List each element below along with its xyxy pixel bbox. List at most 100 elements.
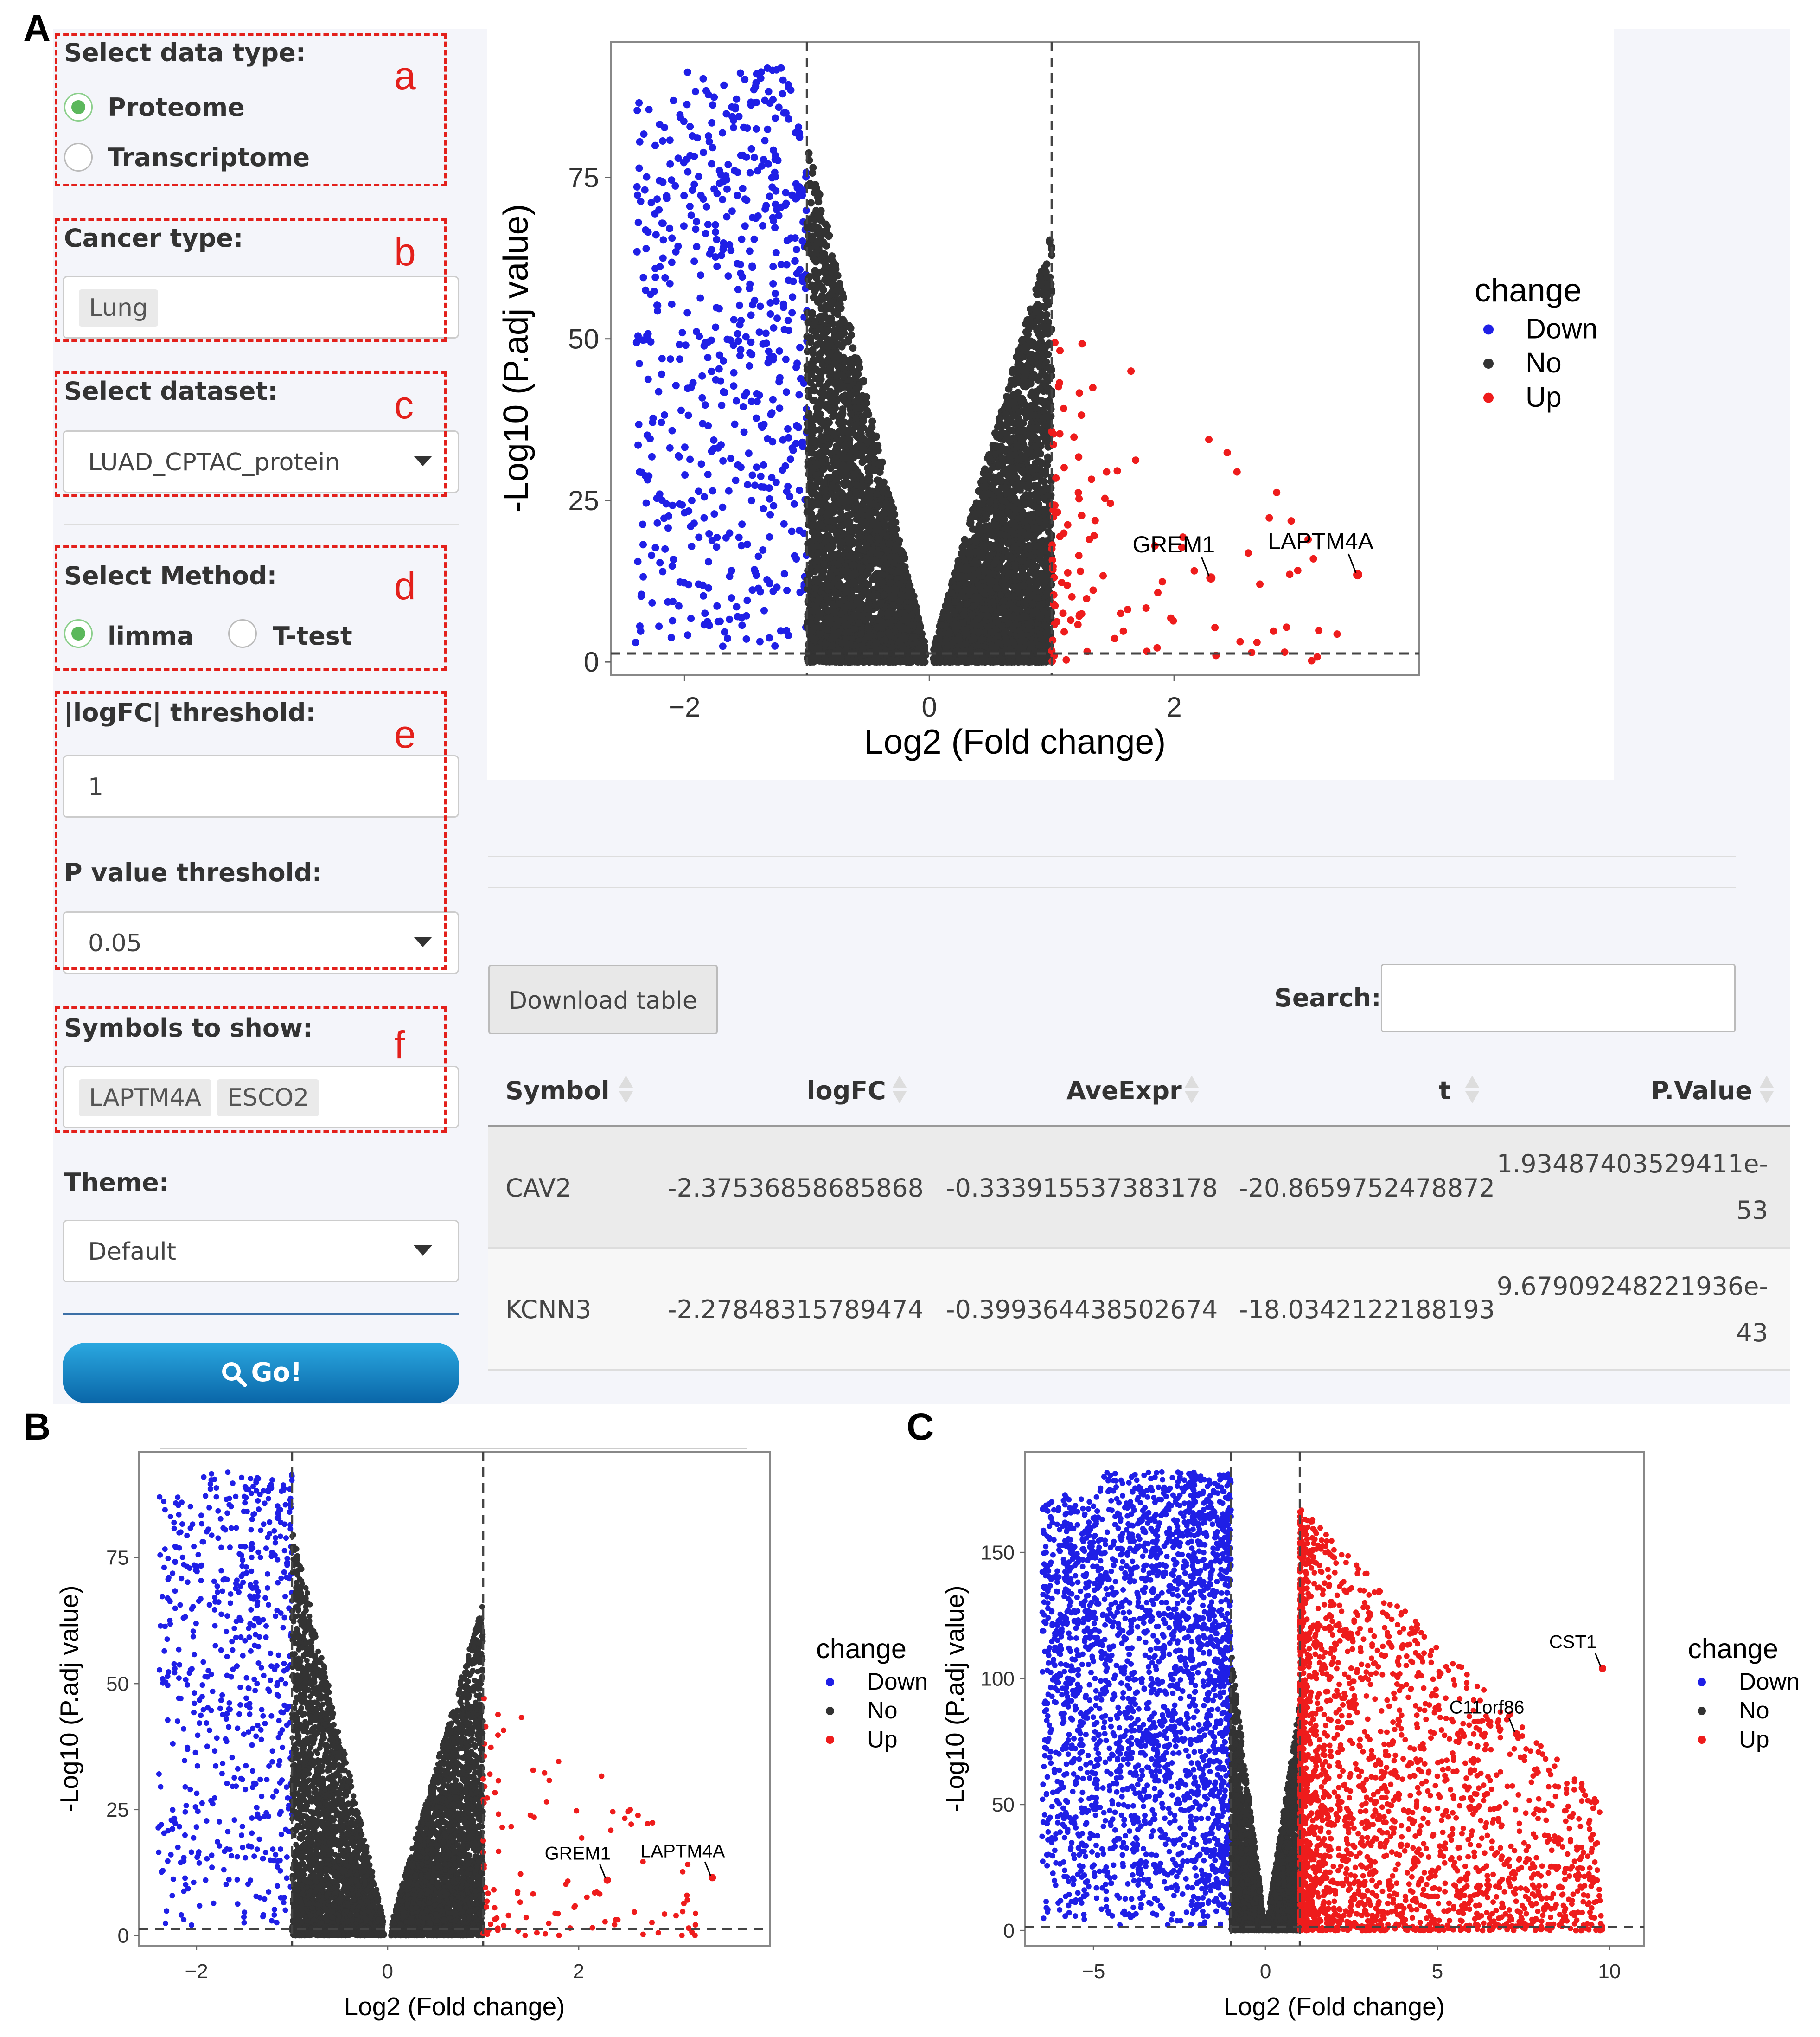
- data-point: [788, 191, 796, 199]
- data-point: [659, 137, 667, 145]
- data-point: [776, 404, 784, 412]
- data-point: [780, 520, 788, 528]
- data-point: [793, 184, 801, 192]
- marker-d: d: [394, 564, 416, 609]
- pvalue-threshold-label: P value threshold:: [64, 858, 322, 887]
- data-point: [747, 311, 755, 319]
- data-point: [684, 168, 692, 176]
- data-point: [782, 189, 790, 197]
- data-point: [676, 578, 684, 586]
- data-point: [713, 263, 721, 270]
- data-point: [695, 533, 703, 541]
- data-point: [664, 524, 672, 532]
- marker-f: f: [394, 1023, 405, 1068]
- data-point: [849, 344, 857, 352]
- data-point: [807, 199, 815, 207]
- data-point: [723, 185, 731, 193]
- data-point: [728, 567, 735, 575]
- data-point: [698, 394, 706, 402]
- data-point: [783, 487, 791, 495]
- data-point: [651, 544, 659, 551]
- data-point: [792, 246, 800, 253]
- go-button[interactable]: Go!: [63, 1343, 459, 1403]
- data-point: [666, 280, 674, 288]
- data-point: [636, 138, 644, 146]
- data-point: [772, 249, 780, 256]
- data-point: [656, 490, 664, 498]
- data-point: [838, 331, 846, 339]
- radio-transcriptome[interactable]: [64, 143, 93, 172]
- data-point: [788, 527, 796, 535]
- data-point: [708, 336, 715, 344]
- logfc-threshold-label: |logFC| threshold:: [64, 698, 316, 727]
- data-point: [775, 378, 783, 386]
- data-point: [819, 330, 827, 338]
- theme-select[interactable]: Default: [63, 1220, 459, 1282]
- data-point: [798, 438, 806, 446]
- data-point: [633, 183, 641, 191]
- data-point: [760, 607, 768, 615]
- data-point: [766, 299, 774, 307]
- data-point: [672, 382, 680, 390]
- symbols-select[interactable]: LAPTM4A ESCO2: [63, 1066, 459, 1128]
- data-point: [795, 391, 803, 399]
- data-point: [639, 520, 646, 528]
- data-point: [810, 514, 817, 522]
- data-point: [825, 232, 833, 240]
- data-point: [699, 75, 707, 83]
- data-point: [690, 257, 698, 265]
- data-point: [644, 228, 652, 236]
- data-point: [734, 461, 742, 469]
- data-point: [688, 497, 696, 505]
- data-point: [795, 423, 803, 431]
- data-point: [719, 129, 727, 137]
- data-point: [647, 338, 655, 346]
- data-point: [700, 621, 708, 629]
- data-point: [737, 269, 745, 277]
- data-point: [686, 123, 694, 131]
- data-point: [746, 247, 754, 255]
- data-point: [709, 101, 717, 109]
- data-point: [746, 169, 754, 177]
- data-point: [663, 194, 671, 202]
- data-point: [727, 455, 735, 462]
- radio-proteome[interactable]: [64, 93, 93, 122]
- data-point: [701, 493, 709, 501]
- data-point: [753, 390, 760, 397]
- data-point: [753, 125, 760, 133]
- radio-t-test[interactable]: [228, 619, 257, 648]
- data-point: [779, 466, 786, 474]
- data-point: [768, 474, 776, 481]
- pvalue-threshold-select[interactable]: 0.05: [63, 911, 459, 974]
- highlight-box-f: [55, 1006, 447, 1133]
- data-point: [678, 501, 686, 509]
- symbol-chip[interactable]: ESCO2: [217, 1079, 319, 1116]
- data-point: [658, 178, 666, 186]
- data-point: [771, 224, 779, 231]
- data-point: [717, 171, 725, 179]
- data-point: [720, 357, 728, 365]
- data-point: [757, 472, 765, 480]
- data-point: [780, 326, 788, 333]
- data-point: [634, 557, 642, 565]
- data-point: [753, 70, 760, 78]
- radio-limma[interactable]: [64, 619, 93, 648]
- data-point: [702, 230, 709, 237]
- cancer-type-select[interactable]: Lung: [63, 276, 459, 339]
- data-point: [741, 76, 749, 83]
- data-point: [743, 389, 751, 397]
- symbol-chip[interactable]: LAPTM4A: [79, 1079, 212, 1116]
- data-point: [678, 329, 686, 337]
- data-point: [739, 403, 747, 410]
- data-point: [710, 436, 718, 444]
- data-point: [684, 631, 692, 639]
- data-point: [738, 520, 746, 528]
- data-point: [756, 302, 764, 310]
- dataset-select[interactable]: LUAD_CPTAC_protein: [63, 430, 459, 493]
- data-point: [668, 427, 676, 435]
- data-point: [777, 261, 785, 268]
- data-point: [632, 639, 639, 647]
- data-point: [733, 95, 741, 103]
- data-point: [639, 274, 647, 282]
- logfc-threshold-input[interactable]: 1: [63, 755, 459, 818]
